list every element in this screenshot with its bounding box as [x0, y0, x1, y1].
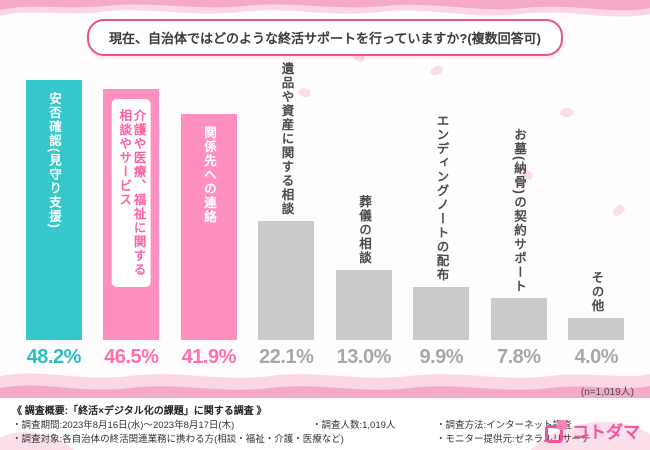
bar: 介護や医療、福祉に関する相談やサービス — [103, 89, 160, 340]
bar: 安否確認(見守り支援) — [25, 80, 82, 340]
bar-label: その他 — [589, 271, 604, 313]
bar-value: 9.9% — [419, 346, 464, 368]
brand-logo: コトダマ — [545, 418, 640, 443]
bar-column: 安否確認(見守り支援) — [15, 80, 93, 340]
bar-label: 葬儀の相談 — [356, 195, 371, 265]
bar-value: 22.1% — [259, 346, 314, 368]
bar-column: 葬儀の相談 — [325, 195, 403, 340]
bar-label: 関係先への連絡 — [201, 126, 216, 224]
bar: 関係先への連絡 — [180, 114, 237, 340]
bar-value: 46.5% — [104, 346, 159, 368]
bar-column: 介護や医療、福祉に関する相談やサービス — [93, 89, 171, 340]
sakura-petal-icon — [429, 64, 444, 77]
percentages-row: 48.2% 46.5% 41.9% 22.1% 13.0% 9.9% 7.8% 4.0% — [15, 340, 635, 369]
bar — [258, 221, 315, 340]
bar-column: お墓(納骨)の契約サポート — [480, 128, 558, 340]
survey-detail-row: ・調査期間:2023年8月16日(水)〜2023年8月17日(木) ・調査人数:1… — [12, 419, 638, 433]
survey-question-title: 現在、自治体ではどのような終活サポートを行っていますか?(複数回答可) — [87, 19, 563, 56]
bar-column: 遺品や資産に関する相談 — [248, 62, 326, 340]
brand-logo-text: コトダマ — [572, 423, 640, 442]
survey-detail-item: ・調査方法:インターネット調査 — [436, 420, 572, 431]
bar-label: エンディングノートの配布 — [434, 114, 449, 282]
bar-label: 介護や医療、福祉に関する相談やサービス — [117, 109, 146, 277]
bars-row: 安否確認(見守り支援) 介護や医療、福祉に関する相談やサービス 関係先への連絡 遺品や… — [15, 62, 636, 340]
bar-column: その他 — [558, 271, 636, 340]
bottom-wave-decoration — [0, 373, 650, 400]
survey-overview-footer: 《 調査概要:「終活×デジタル化の課題」に関する調査 》 ・調査期間:2023年… — [0, 398, 650, 450]
bar-value: 4.0% — [574, 346, 619, 368]
bar — [568, 318, 625, 340]
bar-value: 41.9% — [181, 346, 237, 368]
bar-value: 7.8% — [496, 346, 541, 368]
bar-label: 安否確認(見守り支援) — [46, 92, 61, 230]
bar — [413, 287, 470, 340]
bar — [335, 270, 392, 340]
survey-detail-item: ・モニター提供元:ゼネラルリサーチ — [436, 434, 591, 446]
survey-details: ・調査期間:2023年8月16日(水)〜2023年8月17日(木) ・調査人数:1… — [12, 419, 638, 448]
bar-value: 48.2% — [26, 346, 82, 368]
top-wave-decoration — [0, 0, 650, 17]
bar — [490, 298, 547, 340]
survey-detail-item: ・調査対象:各自治体の終活関連業務に携わる方(相談・福祉・介護・医療など) — [12, 434, 344, 446]
survey-question-text: 現在、自治体ではどのような終活サポートを行っていますか?(複数回答可) — [109, 31, 541, 46]
bar-column: 関係先への連絡 — [170, 114, 248, 340]
survey-detail-item: ・調査人数:1,019人 — [312, 420, 396, 431]
bar-label-box: 介護や医療、福祉に関する相談やサービス — [111, 99, 151, 287]
brand-logo-icon — [545, 419, 567, 443]
bar-label: お墓(納骨)の契約サポート — [511, 127, 526, 293]
bar-label: 遺品や資産に関する相談 — [279, 62, 294, 216]
sample-size-label: (n=1,019人) — [580, 387, 634, 398]
bar-chart: 安否確認(見守り支援) 介護や医療、福祉に関する相談やサービス 関係先への連絡 遺品や… — [15, 62, 636, 369]
survey-detail-row: ・調査対象:各自治体の終活関連業務に携わる方(相談・福祉・介護・医療など) ・モニ… — [12, 433, 638, 447]
bar-value: 13.0% — [336, 346, 392, 368]
bar-column: エンディングノートの配布 — [403, 114, 481, 340]
survey-overview-heading: 《 調査概要:「終活×デジタル化の課題」に関する調査 》 — [12, 406, 267, 417]
survey-detail-item: ・調査期間:2023年8月16日(水)〜2023年8月17日(木) — [12, 420, 235, 431]
